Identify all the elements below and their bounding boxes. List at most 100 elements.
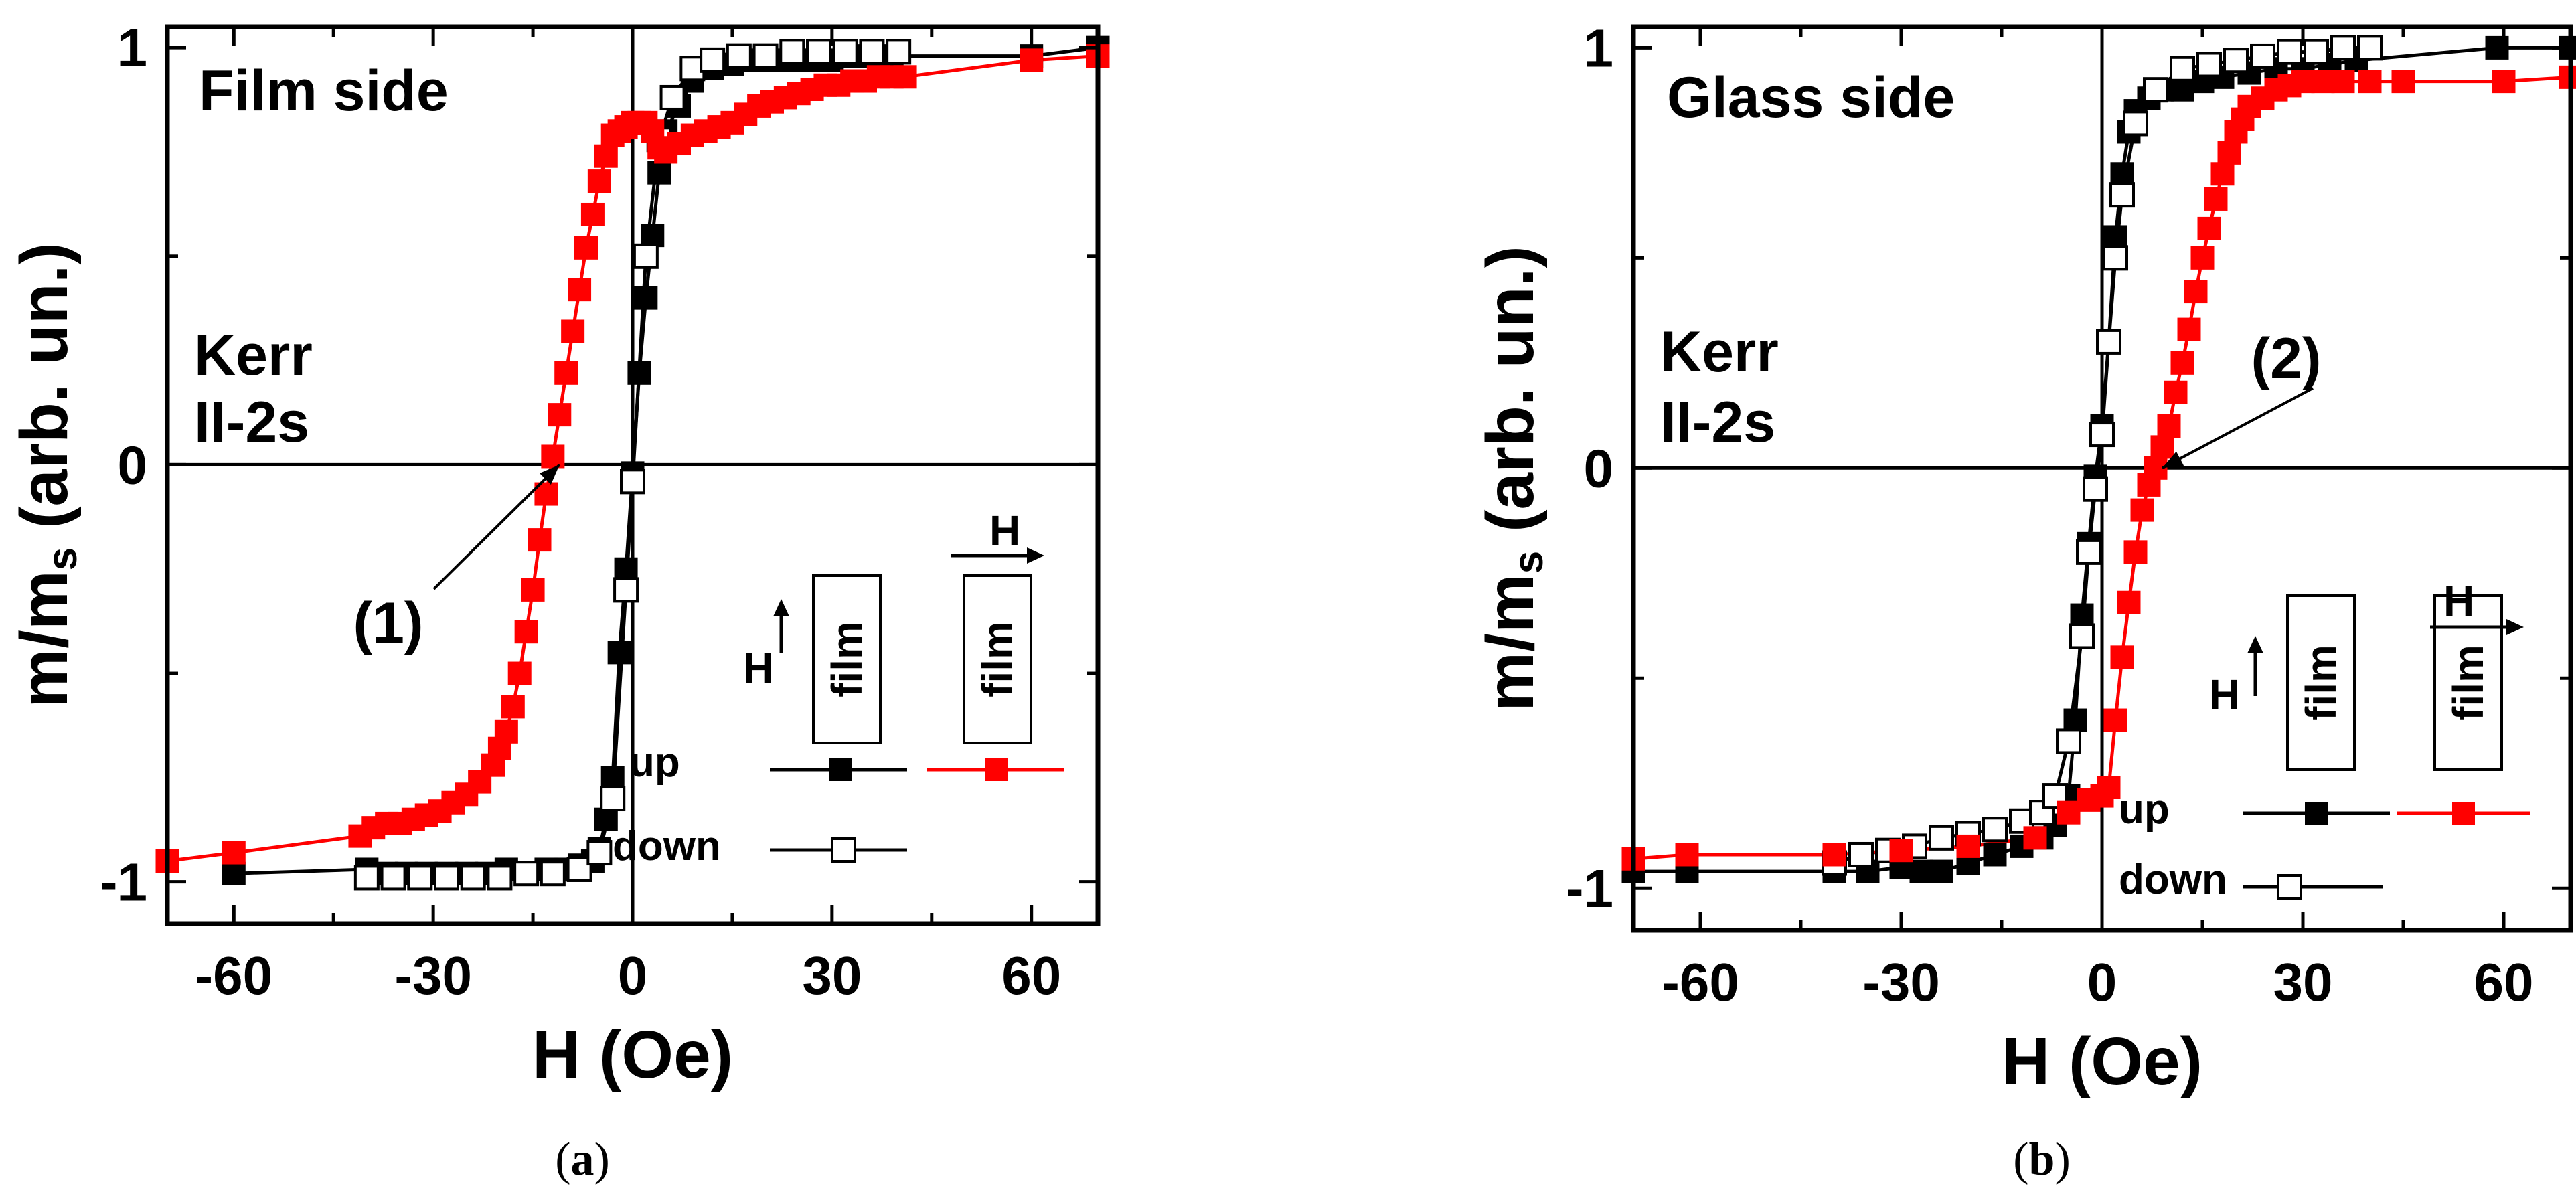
data-point (561, 319, 585, 343)
data-point (700, 47, 726, 73)
data-point (2170, 351, 2194, 375)
x-tick-label: 60 (1001, 946, 1061, 1005)
data-point (2291, 70, 2315, 94)
data-point (1675, 843, 1699, 867)
data-point (568, 278, 592, 302)
x-tick-label: 30 (2273, 952, 2333, 1012)
data-point (886, 39, 912, 65)
mode-label: II-2s (194, 390, 309, 454)
data-point (614, 557, 638, 581)
data-point (2170, 56, 2195, 82)
data-point (2210, 162, 2235, 186)
inset-h-par-label: H (989, 507, 1020, 555)
panel-label-open: ( (555, 1134, 570, 1185)
inset-film-box-par (2433, 594, 2503, 771)
panel-b: -60 -30 0 30 60 -1 0 1 H (Oe) m/ms (arb. un.) Glas… (1473, 18, 2576, 1185)
panel-label: (b) (2013, 1134, 2071, 1185)
x-axis-title: H (Oe) (532, 1017, 733, 1092)
data-point (528, 528, 552, 552)
y-tick-label: -1 (1566, 859, 1613, 918)
data-point (2492, 70, 2516, 94)
data-point (574, 236, 598, 260)
data-point (2559, 65, 2576, 89)
data-point (554, 361, 578, 385)
data-point (2150, 435, 2174, 459)
inset-h-par-arrow-head (2506, 619, 2524, 635)
panel-label-letter: a (571, 1134, 594, 1185)
data-point (641, 224, 665, 248)
data-point (1909, 859, 1933, 883)
data-point (2177, 317, 2201, 341)
pointer-arrow-head (540, 464, 560, 485)
data-point (521, 578, 545, 602)
data-point (501, 695, 525, 719)
data-point (2023, 826, 2047, 850)
data-point (434, 865, 459, 891)
data-point (600, 766, 625, 790)
data-point (580, 202, 605, 226)
y-axis-title-units: (arb. un.) (7, 242, 82, 547)
pointer-arrow-line (432, 463, 561, 590)
data-point (353, 865, 380, 891)
legend-down-marker (2277, 874, 2302, 900)
x-axis-title: H (Oe) (2002, 1024, 2202, 1099)
y-tick-label: 0 (118, 435, 148, 495)
panel-label-open: ( (2013, 1134, 2028, 1185)
data-point (2097, 776, 2121, 800)
data-point (2164, 380, 2188, 404)
panel-label-letter: b (2029, 1134, 2055, 1185)
data-point (627, 361, 651, 385)
data-point (2103, 708, 2127, 732)
data-point (2096, 329, 2121, 355)
inset-h-par-label: H (2443, 577, 2474, 625)
data-point (594, 144, 618, 168)
data-point (548, 403, 572, 427)
data-point (600, 786, 626, 812)
data-point (586, 840, 613, 866)
data-point (2123, 110, 2148, 137)
data-point (2110, 645, 2134, 669)
data-point (222, 861, 246, 885)
y-axis-title-main: m/m (1473, 574, 1548, 711)
data-point (2277, 39, 2302, 65)
data-point (540, 861, 566, 887)
data-point (634, 286, 658, 310)
x-tick-label: 0 (2087, 952, 2117, 1012)
arrow-label: (2) (2251, 327, 2321, 391)
x-tick-label: -60 (195, 946, 272, 1005)
data-point (1822, 843, 1846, 867)
legend-up-red-marker (2452, 802, 2475, 825)
legend-up-label: up (2119, 786, 2170, 833)
panel-label-close: ) (594, 1134, 610, 1185)
data-point (2331, 70, 2355, 94)
inset-film-box-par (963, 574, 1032, 744)
data-point (2217, 141, 2241, 165)
data-point (2056, 728, 2081, 754)
legend-up-black-marker (2305, 802, 2328, 825)
x-tick-label: -30 (1862, 952, 1940, 1012)
y-axis-title-subscript: s (1506, 551, 1552, 574)
data-point (2190, 246, 2215, 270)
data-point (566, 856, 592, 882)
x-tick-label: -30 (394, 946, 472, 1005)
data-point (2057, 800, 2081, 825)
data-point (2117, 590, 2141, 614)
data-point (2130, 498, 2154, 522)
data-point (1848, 841, 1874, 867)
x-tick-label: 60 (2474, 952, 2534, 1012)
y-tick-label: 1 (1584, 18, 1614, 78)
data-point (587, 169, 611, 193)
inset-film-par-label: film (973, 621, 1022, 697)
y-axis-title-subscript: s (39, 547, 86, 570)
data-point (659, 84, 686, 110)
data-point (2069, 623, 2095, 649)
data-point (2103, 245, 2128, 271)
data-point (2089, 422, 2115, 448)
data-point (514, 620, 538, 644)
data-point (494, 719, 518, 744)
inset-film-perp-label: film (2297, 645, 2345, 721)
data-point (594, 807, 618, 831)
inset-h-perp-arrow-head (773, 599, 789, 616)
data-point (613, 577, 639, 603)
data-point (1929, 825, 1954, 851)
